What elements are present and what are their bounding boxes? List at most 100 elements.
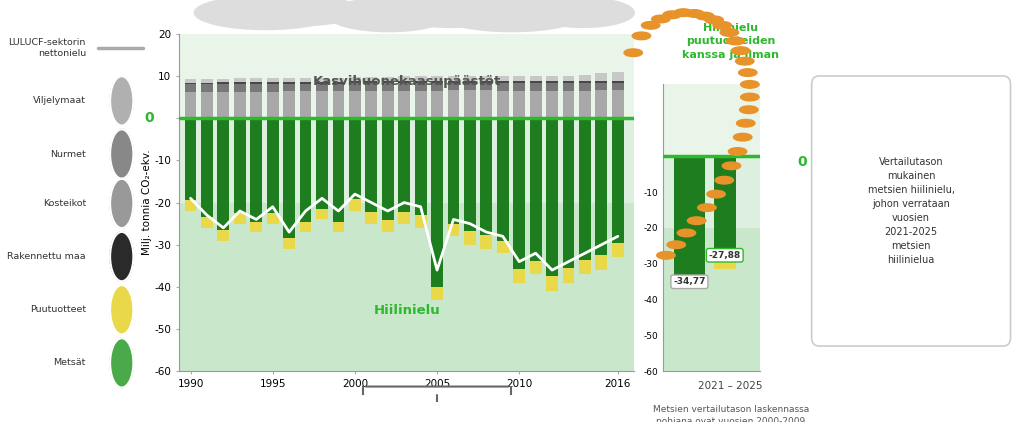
Bar — [398, 76, 410, 81]
Bar — [267, 82, 278, 84]
Bar — [431, 91, 443, 118]
Bar — [431, 118, 443, 300]
Bar — [497, 241, 508, 247]
Bar — [251, 92, 262, 118]
Bar — [431, 83, 443, 91]
Bar — [431, 287, 443, 293]
Bar — [595, 255, 608, 262]
Bar — [714, 256, 736, 269]
Bar — [365, 77, 377, 81]
Bar — [218, 118, 229, 241]
Bar — [595, 90, 608, 118]
Bar — [398, 212, 410, 218]
Bar — [349, 83, 361, 91]
Bar — [267, 84, 278, 92]
Bar — [202, 83, 213, 84]
Bar — [218, 79, 229, 82]
Bar — [316, 209, 328, 215]
Bar — [179, 203, 634, 371]
Bar — [514, 269, 525, 276]
Bar — [612, 243, 624, 257]
Bar — [283, 82, 295, 84]
Bar — [316, 84, 328, 91]
Bar — [563, 76, 575, 81]
Text: Metsien vertailutason laskennassa
pohjana ovat vuosien 2000-2009
metsänhoidon kä: Metsien vertailutason laskennassa pohjan… — [653, 405, 809, 422]
Bar — [382, 77, 394, 81]
Bar — [365, 91, 377, 118]
Bar — [448, 81, 459, 83]
Text: 0: 0 — [797, 155, 806, 170]
Text: Hiilinielu: Hiilinielu — [373, 304, 440, 317]
Text: Hiilinielu
puutuotteiden
kanssa ja ilman: Hiilinielu puutuotteiden kanssa ja ilman — [682, 23, 780, 60]
Circle shape — [110, 129, 133, 179]
Bar — [579, 260, 591, 274]
Bar — [398, 81, 410, 83]
Bar — [184, 84, 196, 92]
Bar — [674, 156, 705, 281]
Bar — [414, 215, 427, 228]
Bar — [349, 199, 361, 206]
Bar — [382, 91, 394, 118]
Text: 2021 – 2025: 2021 – 2025 — [699, 381, 763, 391]
Bar — [267, 213, 278, 224]
Bar — [481, 76, 492, 81]
Bar — [563, 268, 575, 274]
Bar — [300, 91, 311, 118]
Bar — [546, 81, 558, 83]
Bar — [283, 118, 295, 249]
Circle shape — [110, 285, 133, 334]
Bar — [530, 91, 541, 118]
Bar — [382, 220, 394, 227]
Bar — [267, 92, 278, 118]
Bar — [365, 81, 377, 83]
Bar — [663, 156, 760, 371]
Text: Metsät: Metsät — [53, 358, 86, 368]
Bar — [202, 118, 213, 228]
Bar — [184, 79, 196, 83]
Bar — [431, 287, 443, 300]
Bar — [267, 118, 278, 224]
Bar — [464, 83, 476, 90]
Bar — [595, 83, 608, 90]
Text: Kasvihuonekaasupäästöt: Kasvihuonekaasupäästöt — [312, 75, 501, 87]
Bar — [481, 81, 492, 83]
Bar — [316, 118, 328, 219]
Bar — [414, 215, 427, 222]
Bar — [234, 92, 246, 118]
Bar — [332, 222, 345, 232]
Bar — [579, 118, 591, 274]
Bar — [414, 81, 427, 83]
Bar — [184, 118, 196, 211]
Bar — [612, 72, 624, 81]
Bar — [184, 83, 196, 84]
Bar — [481, 90, 492, 118]
Bar — [514, 76, 525, 81]
Bar — [316, 209, 328, 219]
Bar — [234, 118, 246, 224]
Bar — [332, 82, 345, 84]
Bar — [332, 84, 345, 91]
Text: Nurmet: Nurmet — [50, 149, 86, 159]
Bar — [316, 82, 328, 84]
Bar — [464, 231, 476, 245]
Bar — [184, 200, 196, 211]
Bar — [546, 276, 558, 291]
Bar — [530, 261, 541, 267]
Bar — [595, 255, 608, 270]
Bar — [184, 200, 196, 207]
Bar — [530, 261, 541, 274]
Bar — [431, 76, 443, 81]
Bar — [267, 213, 278, 219]
Bar — [579, 81, 591, 83]
Bar — [218, 230, 229, 236]
Bar — [234, 84, 246, 92]
Bar — [234, 78, 246, 82]
Bar — [300, 84, 311, 91]
Bar — [481, 235, 492, 242]
Bar — [332, 222, 345, 228]
Bar — [349, 77, 361, 81]
Bar — [283, 84, 295, 91]
Bar — [714, 251, 736, 256]
Bar — [612, 83, 624, 90]
Bar — [365, 83, 377, 91]
